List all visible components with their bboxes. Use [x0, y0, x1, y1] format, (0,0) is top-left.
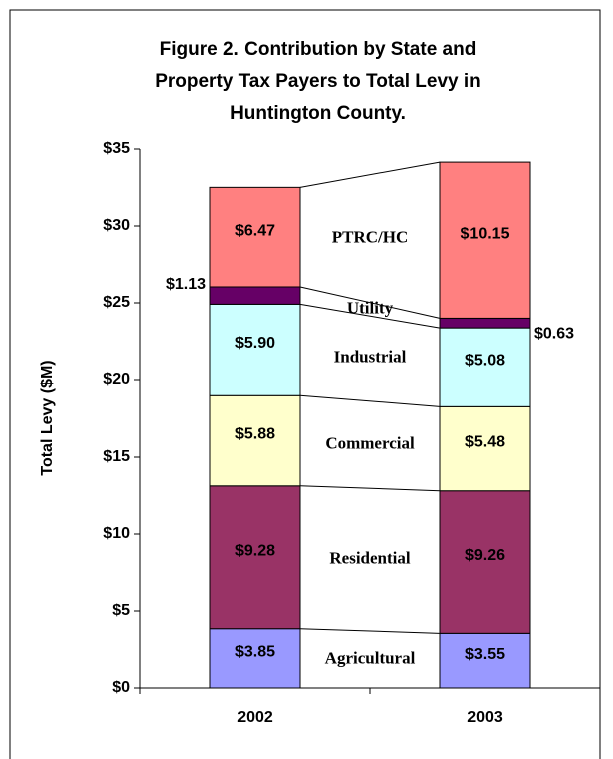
- x-tick-label: 2003: [467, 709, 503, 726]
- value-label: $10.15: [461, 225, 510, 242]
- series-label: Agricultural: [325, 648, 416, 667]
- bar-segment: [439, 490, 531, 634]
- value-label: $5.90: [235, 335, 275, 352]
- series-label: Residential: [329, 549, 411, 568]
- connector: [299, 161, 441, 188]
- value-label: $3.55: [465, 646, 505, 663]
- y-tick-label: $25: [103, 294, 130, 311]
- bar-segment: [439, 317, 531, 329]
- value-label: $1.13: [166, 276, 206, 293]
- value-label: $5.88: [235, 426, 275, 443]
- connector: [299, 303, 441, 329]
- chart-title: Figure 2. Contribution by State and: [160, 39, 477, 60]
- bar-segment: [439, 161, 531, 319]
- value-label: $0.63: [534, 325, 574, 342]
- series-label: Industrial: [334, 347, 407, 366]
- connector: [299, 628, 441, 634]
- y-tick-label: $15: [103, 448, 130, 465]
- value-label: $9.26: [465, 547, 505, 564]
- series-label: PTRC/HC: [332, 228, 409, 247]
- bar-segment: [209, 394, 301, 487]
- y-axis-label: Total Levy ($M): [39, 360, 56, 475]
- series-label: Commercial: [325, 433, 415, 452]
- connector: [299, 485, 441, 492]
- y-tick-label: $20: [103, 371, 130, 388]
- bar-segment: [439, 327, 531, 407]
- series-label: Utility: [347, 298, 394, 317]
- bar-segment: [209, 628, 301, 689]
- chart-title: Huntington County.: [230, 103, 406, 124]
- value-label: $6.47: [235, 222, 275, 239]
- y-tick-label: $0: [112, 679, 130, 696]
- value-label: $5.08: [465, 352, 505, 369]
- connector: [299, 286, 441, 319]
- x-tick-label: 2002: [237, 709, 273, 726]
- bar-segment: [209, 485, 301, 630]
- value-label: $5.48: [465, 434, 505, 451]
- y-tick-label: $5: [112, 602, 130, 619]
- chart-title: Property Tax Payers to Total Levy in: [155, 71, 481, 92]
- y-tick-label: $30: [103, 217, 130, 234]
- bar-segment: [209, 186, 301, 288]
- bar-segment: [439, 405, 531, 492]
- bar-segment: [209, 286, 301, 305]
- value-label: $9.28: [235, 542, 275, 559]
- value-label: $3.85: [235, 644, 275, 661]
- bar-segment: [439, 632, 531, 689]
- y-tick-label: $10: [103, 525, 130, 542]
- y-tick-label: $35: [103, 140, 130, 157]
- connector: [299, 394, 441, 407]
